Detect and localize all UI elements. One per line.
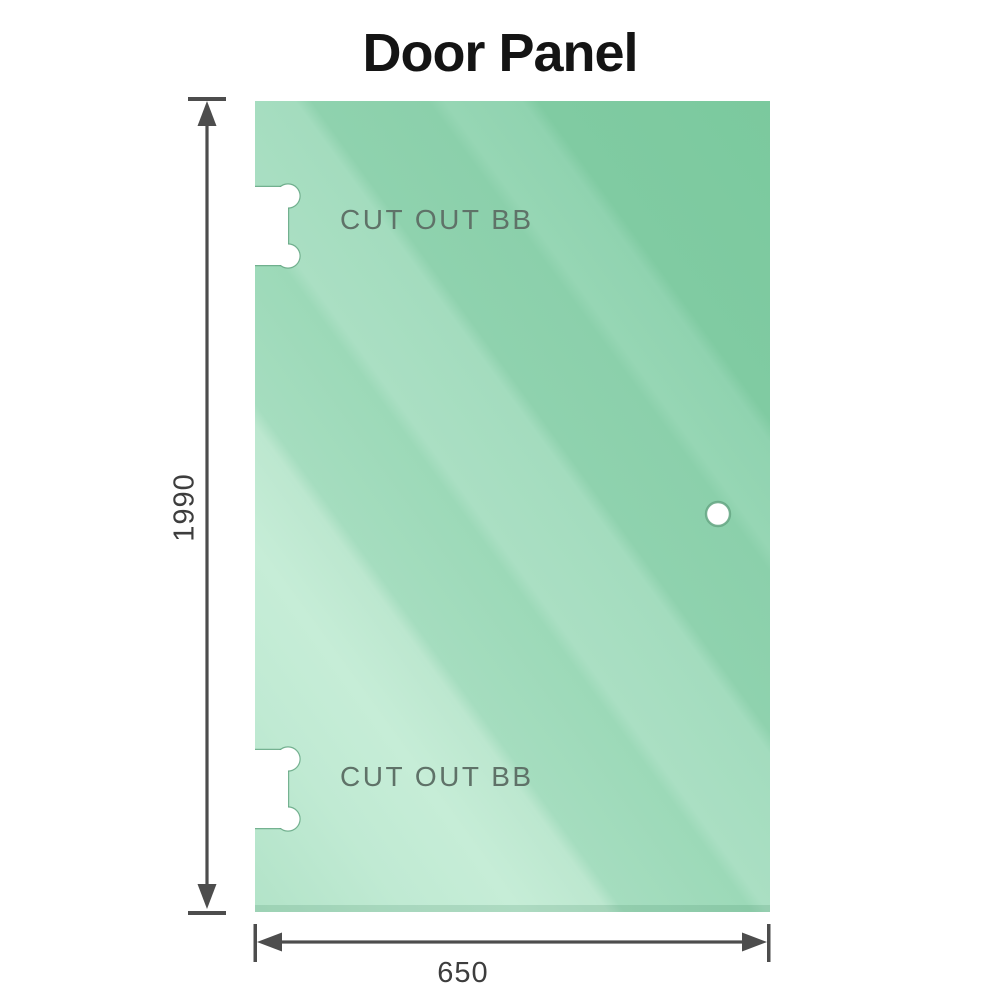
width-dim-tick-right [767, 924, 771, 962]
height-dim-tick-top [188, 97, 226, 101]
glass-panel [255, 101, 770, 912]
arrow-left-icon [257, 932, 282, 952]
cutout-top-label: CUT OUT BB [340, 204, 534, 235]
width-dim-line [270, 940, 754, 944]
width-dimension-label: 650 [437, 957, 489, 989]
height-dim-line [205, 112, 209, 900]
width-dimension [253, 924, 771, 962]
width-dim-tick-left [253, 924, 257, 962]
height-dimension-label: 1990 [168, 473, 201, 542]
cutout-bottom-label: CUT OUT BB [340, 761, 534, 792]
arrow-up-icon [197, 101, 217, 126]
arrow-right-icon [742, 932, 767, 952]
height-dim-tick-bottom [188, 911, 226, 915]
page-title: Door Panel [362, 23, 638, 83]
arrow-down-icon [197, 884, 217, 909]
panel-bottom-edge [255, 905, 770, 912]
